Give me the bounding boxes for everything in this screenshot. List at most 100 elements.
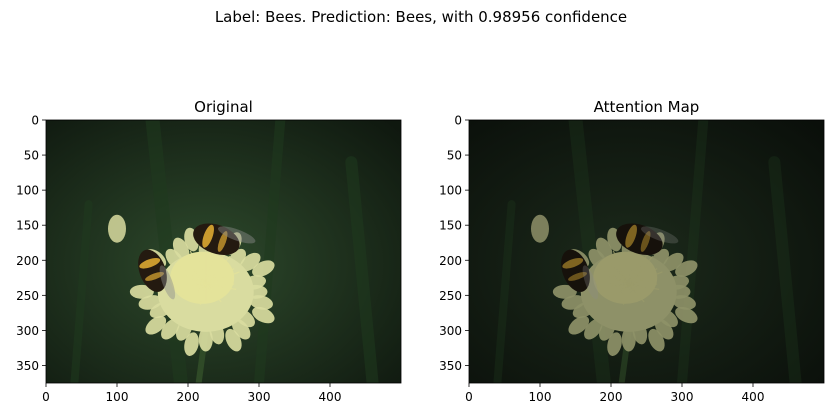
petal-shape — [198, 327, 213, 352]
floret-shape — [205, 284, 213, 294]
y-tick-label: 300 — [439, 324, 462, 338]
x-tick-label: 200 — [177, 390, 200, 404]
floret-shape — [205, 259, 213, 285]
floret-shape — [628, 248, 635, 285]
petal-shape — [249, 295, 273, 310]
bee-stripe — [202, 224, 214, 248]
bee-wing — [641, 226, 679, 244]
x-tick-label: 100 — [529, 390, 552, 404]
x-tick-label: 0 — [42, 390, 50, 404]
bee-shape — [138, 249, 176, 300]
y-tick-150: 150 — [16, 219, 46, 233]
floret-shape — [205, 284, 224, 288]
petal-shape — [648, 328, 665, 352]
bee-wing — [582, 265, 599, 300]
bee-stripe — [139, 257, 161, 269]
stem-shape — [768, 156, 802, 383]
y-tick-300: 300 — [16, 324, 46, 338]
bee-stripe — [568, 271, 588, 281]
y-tick-0: 0 — [454, 114, 469, 128]
image-frame — [468, 119, 825, 384]
floret-shape — [201, 255, 207, 285]
bud-shape — [531, 214, 549, 243]
petal-shape — [172, 237, 190, 261]
x-tick-label: 100 — [106, 390, 129, 404]
floret-shape — [181, 284, 207, 298]
stem-shape — [677, 120, 709, 383]
floret-shape — [205, 271, 240, 286]
bee-shape — [561, 249, 599, 300]
x-tick-label: 400 — [319, 390, 342, 404]
floret-shape — [628, 268, 658, 286]
panel-original: Original 0 100 200 300 400 0 50 100 150 200 250 300… — [16, 98, 402, 405]
stem-shape — [254, 120, 286, 383]
floret-shape — [205, 257, 218, 286]
bee-stripe — [217, 231, 228, 252]
axes-ticks: 0 100 200 300 400 0 50 100 150 200 250 300 350 — [439, 114, 764, 405]
petal-shape — [595, 237, 613, 261]
y-tick-label: 50 — [447, 149, 462, 163]
x-tick-label: 300 — [248, 390, 271, 404]
floret-shape — [205, 284, 211, 298]
y-tick-label: 0 — [454, 114, 462, 128]
x-tick-200: 200 — [177, 383, 200, 404]
floret-shape — [187, 255, 207, 286]
petal-shape — [584, 318, 603, 340]
y-tick-label: 150 — [16, 219, 39, 233]
y-tick-label: 350 — [439, 359, 462, 373]
x-tick-label: 0 — [465, 390, 473, 404]
floret-shape — [175, 262, 207, 286]
x-tick-300: 300 — [671, 383, 694, 404]
image-frame — [45, 119, 402, 384]
flower-scene — [493, 120, 802, 383]
bee-stripe — [562, 257, 584, 269]
bee-stripe — [625, 224, 637, 248]
bud-shape — [108, 214, 126, 243]
petal-shape — [621, 327, 636, 352]
petal-shape — [161, 318, 180, 340]
floret-shape — [604, 284, 630, 298]
y-tick-label: 50 — [24, 149, 39, 163]
petal-shape — [607, 332, 622, 356]
floret-shape — [628, 279, 655, 286]
y-tick-label: 0 — [31, 114, 39, 128]
panel-title: Original — [194, 98, 253, 116]
floret-shape — [205, 265, 224, 286]
petal-shape — [675, 306, 698, 324]
floret-shape — [205, 279, 232, 286]
petal-shape — [672, 295, 696, 310]
y-tick-label: 250 — [16, 289, 39, 303]
x-tick-label: 400 — [742, 390, 765, 404]
floret-shape — [205, 284, 224, 298]
image-attention-map — [469, 120, 824, 383]
floret-shape — [205, 283, 235, 286]
y-tick-label: 200 — [439, 254, 462, 268]
floret-shape — [628, 257, 641, 286]
x-tick-200: 200 — [600, 383, 623, 404]
y-tick-0: 0 — [31, 114, 46, 128]
y-tick-100: 100 — [439, 184, 469, 198]
y-tick-50: 50 — [447, 149, 469, 163]
floret-shape — [628, 259, 636, 285]
floret-shape — [205, 266, 229, 286]
y-tick-label: 300 — [16, 324, 39, 338]
y-tick-label: 150 — [439, 219, 462, 233]
floret-shape — [205, 248, 212, 285]
image-original — [46, 120, 401, 383]
figure-suptitle: Label: Bees. Prediction: Bees, with 0.98… — [215, 8, 627, 26]
y-tick-100: 100 — [16, 184, 46, 198]
floret-shape — [199, 284, 207, 305]
floret-shape — [610, 255, 630, 286]
floret-shape — [628, 266, 652, 286]
bee-stripe — [640, 231, 651, 252]
x-tick-label: 200 — [600, 390, 623, 404]
axes-ticks: 0 100 200 300 400 0 50 100 150 200 250 300 350 — [16, 114, 341, 405]
panel-attention-map: Attention Map 0 100 200 300 400 0 50 100 150 200 2… — [439, 98, 825, 405]
x-tick-label: 300 — [671, 390, 694, 404]
floret-shape — [628, 284, 648, 293]
y-tick-200: 200 — [16, 254, 46, 268]
floret-shape — [205, 268, 235, 286]
y-tick-150: 150 — [439, 219, 469, 233]
y-tick-350: 350 — [16, 359, 46, 373]
